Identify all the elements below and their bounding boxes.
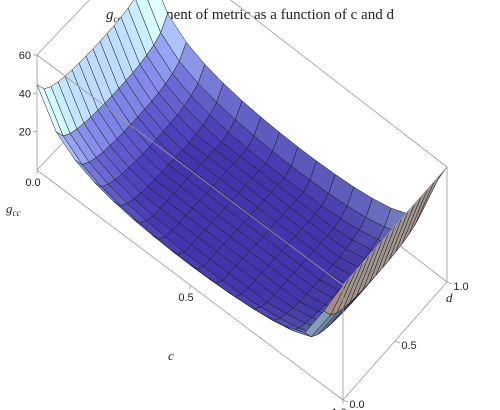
z-tick-label-0: 20	[19, 127, 31, 139]
box-edge-top-right	[342, 166, 448, 286]
z-tick-label-1: 40	[19, 88, 31, 100]
y-tick-mark-0	[342, 399, 349, 403]
x-tick-label-1: 0.5	[178, 292, 193, 304]
y-tick-mark-2	[446, 281, 453, 285]
x-tick-label-0: 0.0	[25, 177, 40, 189]
surface-patch-15-15	[421, 166, 448, 213]
surface-mesh	[36, 0, 448, 338]
z-tick-label-2: 60	[19, 50, 31, 62]
chart-title-var: g	[106, 7, 114, 23]
y-axis-label: d	[446, 290, 453, 305]
z-axis-label: gcc	[6, 201, 21, 218]
x-axis-label: c	[168, 348, 174, 363]
chart-title: gcc component of metric as a function of…	[106, 7, 394, 24]
box-edge-top-back	[229, 0, 448, 168]
y-tick-label-2: 1.0	[453, 281, 468, 293]
z-axis-label-var: g	[6, 201, 13, 216]
y-tick-mark-1	[394, 340, 401, 344]
chart-title-rest: component of metric as a function of c a…	[122, 7, 395, 23]
box-edge-top-left	[36, 0, 90, 56]
chart-title-sub: cc	[114, 14, 122, 24]
y-tick-label-1: 0.5	[401, 340, 416, 352]
x-tick-label-2: 1.0	[331, 407, 346, 410]
z-axis-label-sub: cc	[13, 208, 21, 218]
y-tick-label-0: 0.0	[349, 399, 364, 410]
box-edge-top-front	[36, 54, 344, 286]
